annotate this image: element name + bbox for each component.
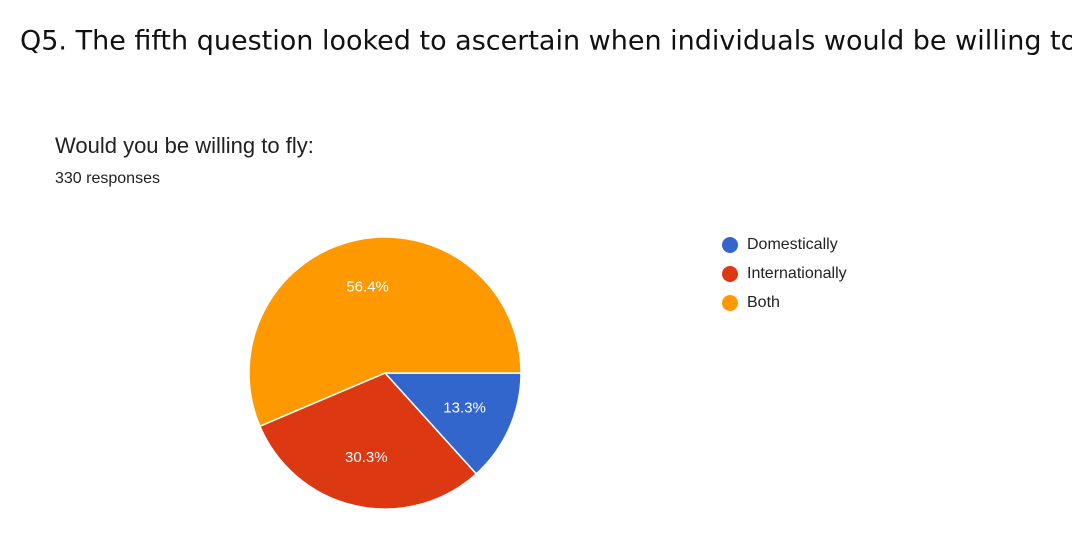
pie-slice — [383, 372, 522, 475]
chart-subtitle: 330 responses — [55, 170, 160, 187]
legend-marker — [722, 237, 738, 253]
legend-label: Domestically — [747, 236, 838, 253]
pie-slice — [258, 372, 478, 510]
legend-label: Internationally — [747, 265, 847, 282]
chart-title: Would you be willing to fly: — [55, 133, 314, 158]
heading: Q5. The fifth question looked to ascerta… — [20, 26, 1072, 57]
slice-label: 56.4% — [346, 279, 389, 296]
pie-slice — [248, 236, 522, 428]
legend-marker — [722, 295, 738, 311]
legend-marker — [722, 266, 738, 282]
slice-label: 13.3% — [443, 399, 486, 416]
legend-label: Both — [747, 294, 780, 311]
slice-label: 30.3% — [345, 449, 388, 466]
